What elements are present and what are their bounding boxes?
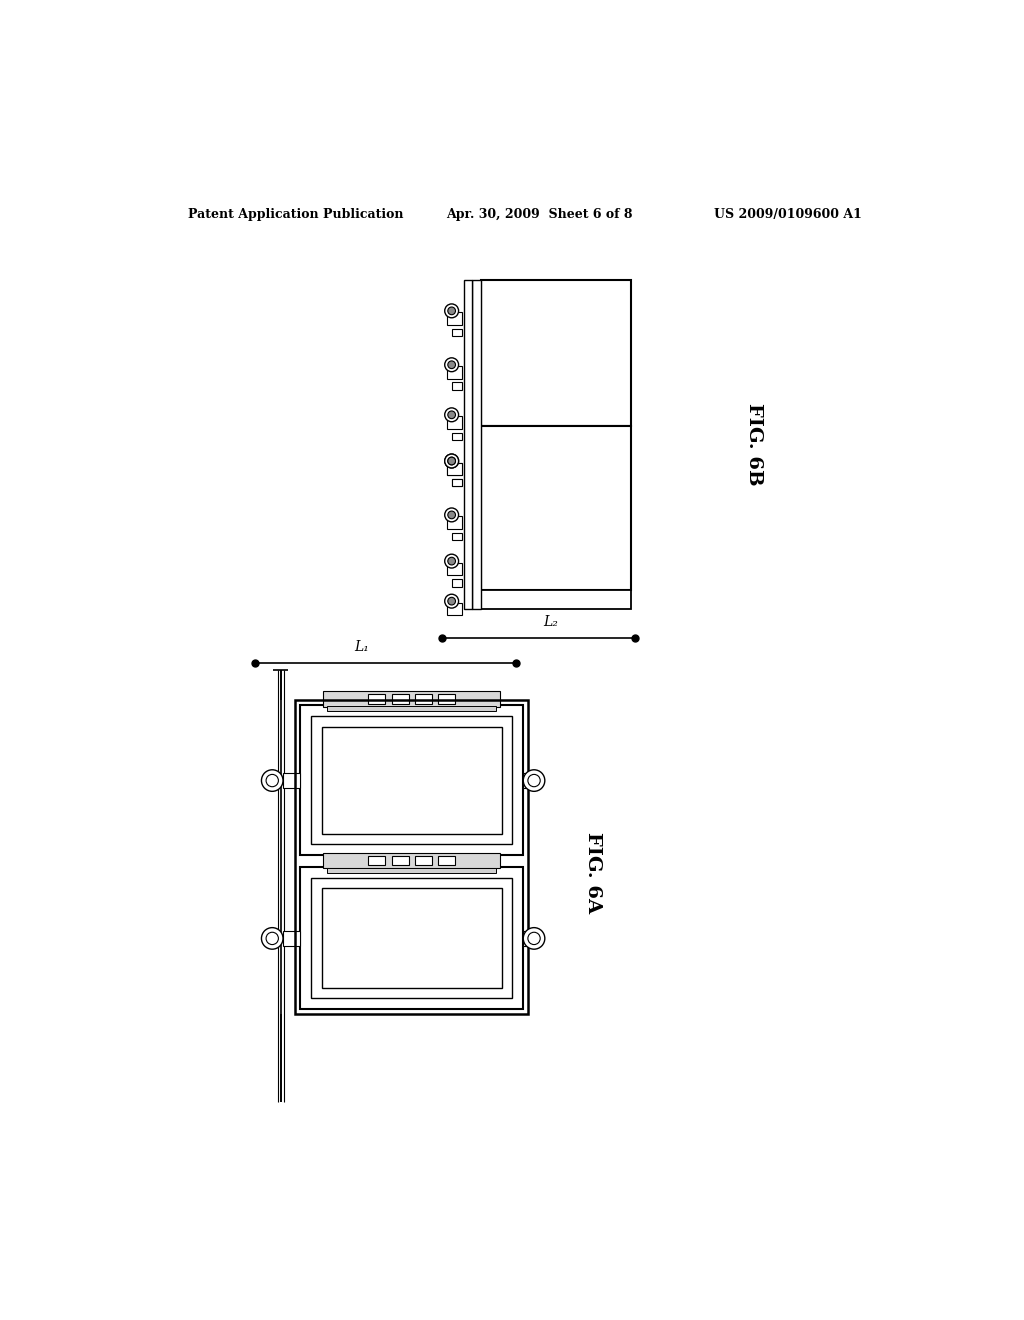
Bar xyxy=(322,726,502,834)
Bar xyxy=(452,433,463,441)
Bar xyxy=(472,280,481,609)
Circle shape xyxy=(444,508,459,521)
Circle shape xyxy=(523,928,545,949)
Bar xyxy=(369,694,385,704)
Bar xyxy=(391,857,409,866)
Circle shape xyxy=(523,770,545,792)
Text: FIG. 6A: FIG. 6A xyxy=(584,832,601,913)
Bar xyxy=(452,479,463,487)
Circle shape xyxy=(447,457,456,465)
Circle shape xyxy=(447,557,456,565)
Bar xyxy=(300,867,523,1010)
Bar xyxy=(283,931,300,946)
Bar xyxy=(447,562,463,576)
Bar xyxy=(323,853,500,869)
Circle shape xyxy=(447,360,456,368)
Circle shape xyxy=(261,928,283,949)
Bar xyxy=(452,533,463,540)
Bar xyxy=(415,694,432,704)
Bar xyxy=(447,416,463,429)
Bar xyxy=(452,479,463,487)
Bar xyxy=(438,857,455,866)
Bar xyxy=(283,774,300,788)
Circle shape xyxy=(528,932,541,945)
Bar xyxy=(322,888,502,987)
Text: US 2009/0109600 A1: US 2009/0109600 A1 xyxy=(714,209,862,222)
Bar xyxy=(523,931,541,946)
Bar xyxy=(447,367,463,379)
Text: L₁: L₁ xyxy=(354,639,369,653)
Bar xyxy=(447,603,463,615)
Bar xyxy=(447,462,463,475)
Bar xyxy=(452,383,463,391)
Circle shape xyxy=(447,411,456,418)
Circle shape xyxy=(444,304,459,318)
Circle shape xyxy=(528,775,541,787)
Bar xyxy=(481,280,631,426)
Circle shape xyxy=(444,594,459,609)
Bar xyxy=(310,878,512,998)
Bar xyxy=(447,313,463,325)
Text: L₂: L₂ xyxy=(543,615,558,628)
Circle shape xyxy=(266,932,279,945)
Circle shape xyxy=(444,408,459,422)
Circle shape xyxy=(447,308,456,314)
Bar xyxy=(300,705,523,855)
Circle shape xyxy=(266,775,279,787)
Bar xyxy=(447,462,463,475)
Bar xyxy=(323,692,500,706)
Text: Apr. 30, 2009  Sheet 6 of 8: Apr. 30, 2009 Sheet 6 of 8 xyxy=(446,209,633,222)
Bar xyxy=(391,694,409,704)
Bar xyxy=(327,706,497,711)
Text: Patent Application Publication: Patent Application Publication xyxy=(188,209,403,222)
Bar xyxy=(369,857,385,866)
Circle shape xyxy=(447,597,456,605)
Bar xyxy=(415,857,432,866)
Bar xyxy=(452,329,463,337)
Bar xyxy=(447,516,463,529)
Bar xyxy=(481,590,631,609)
Circle shape xyxy=(447,457,456,465)
Circle shape xyxy=(444,454,459,469)
Bar xyxy=(481,426,631,590)
Circle shape xyxy=(447,511,456,519)
Bar xyxy=(310,715,512,845)
Circle shape xyxy=(444,454,459,469)
Text: FIG. 6B: FIG. 6B xyxy=(745,403,763,486)
Bar xyxy=(295,701,528,1014)
Bar xyxy=(438,694,455,704)
Bar xyxy=(452,578,463,586)
Circle shape xyxy=(444,554,459,568)
Bar xyxy=(523,774,541,788)
Circle shape xyxy=(261,770,283,792)
Bar xyxy=(327,867,497,873)
Circle shape xyxy=(444,358,459,372)
Bar xyxy=(464,280,472,609)
